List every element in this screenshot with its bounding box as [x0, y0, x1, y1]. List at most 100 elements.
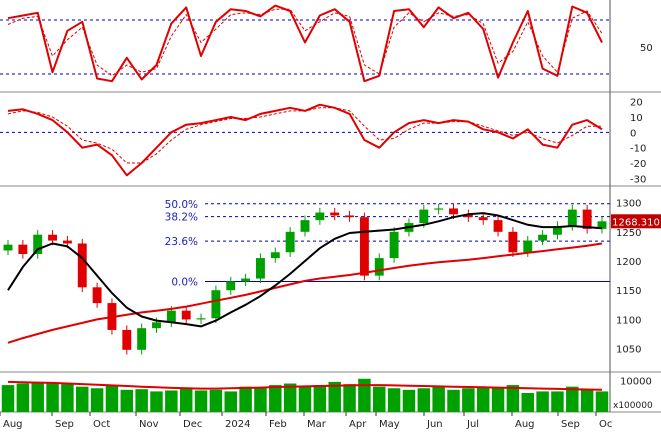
candle-body	[419, 209, 429, 224]
candle-body	[48, 234, 58, 241]
price-y-tick: 1300	[616, 199, 641, 210]
price-y-tick: 1200	[616, 257, 641, 268]
volume-bar	[373, 386, 386, 412]
candle-body	[597, 221, 607, 229]
x-axis-month-label: Oct	[93, 419, 110, 430]
volume-bar	[432, 386, 445, 412]
candle-body	[300, 220, 310, 232]
x-axis-month-label: Feb	[269, 419, 287, 430]
candle-body	[33, 234, 43, 255]
volume-bar	[358, 378, 371, 412]
volume-bar	[61, 384, 74, 412]
macd-y-tick: 20	[630, 98, 643, 109]
volume-bar	[536, 391, 549, 412]
volume-bar	[46, 383, 59, 412]
volume-bar	[224, 391, 237, 412]
x-axis-month-label: Jun	[426, 419, 443, 430]
price-y-tick: 1250	[616, 228, 641, 239]
candle-body	[196, 318, 206, 320]
candle-body	[330, 212, 340, 216]
candle-body	[181, 310, 191, 320]
candle-body	[137, 328, 147, 350]
candle-body	[567, 209, 577, 226]
volume-bar	[476, 386, 490, 412]
volume-bar	[150, 391, 163, 412]
volume-bar	[551, 391, 564, 412]
fib-level-label: 50.0%	[165, 199, 198, 211]
x-axis-month-label: Oc	[599, 419, 612, 430]
candle-body	[226, 281, 236, 291]
volume-bar	[283, 383, 297, 412]
volume-bar	[387, 388, 401, 412]
macd-y-tick: -10	[630, 144, 646, 155]
volume-bar	[343, 384, 356, 412]
price-y-tick: 1050	[616, 345, 641, 356]
volume-bar	[105, 385, 119, 412]
x-axis-month-label: Aug	[3, 419, 23, 430]
volume-bar	[566, 386, 579, 412]
candle-body	[285, 231, 295, 253]
volume-bar	[298, 386, 312, 412]
macd-y-tick: -20	[630, 159, 646, 170]
x-axis-month-label: Mar	[307, 419, 327, 430]
candle-body	[493, 220, 503, 232]
candle-body	[582, 209, 592, 229]
last-price-label: 1268.310	[612, 217, 660, 228]
volume-unit-label: x100000	[613, 401, 653, 411]
volume-bar	[595, 391, 609, 412]
candle-body	[122, 329, 132, 350]
volume-y-tick: 10000	[620, 376, 652, 387]
macd-y-tick: 10	[630, 113, 643, 124]
volume-bar	[165, 390, 178, 412]
candle-body	[508, 231, 518, 253]
volume-bar	[521, 393, 534, 412]
volume-bar	[402, 389, 416, 412]
volume-bar	[328, 381, 341, 412]
fib-level-label: 0.0%	[171, 276, 198, 288]
candle-body	[552, 225, 562, 235]
candle-body	[77, 243, 87, 288]
candle-body	[211, 290, 221, 319]
x-axis-month-label: Nov	[139, 419, 159, 430]
macd-y-tick: 0	[630, 128, 636, 139]
x-axis-month-label: Aug	[515, 419, 535, 430]
candle-body	[152, 322, 161, 329]
volume-bar	[76, 386, 89, 412]
x-axis-month-label: 2024	[225, 419, 250, 430]
x-axis-month-label: Sep	[561, 419, 580, 430]
candle-body	[270, 252, 280, 259]
stochastic-signal-line	[7, 8, 603, 77]
volume-bar	[580, 389, 594, 412]
candle-body	[434, 208, 444, 210]
candle-body	[538, 234, 548, 241]
candle-body	[166, 310, 176, 323]
macd-line	[7, 103, 603, 177]
volume-bar	[16, 383, 30, 412]
candle-body	[255, 258, 265, 279]
volume-bar	[313, 385, 327, 412]
candle-body	[3, 244, 13, 251]
volume-bar	[120, 389, 134, 412]
x-axis-month-label: Dec	[183, 419, 202, 430]
short-moving-average-line	[7, 212, 603, 328]
candle-body	[523, 240, 533, 253]
volume-bar	[506, 385, 520, 412]
candle-body	[478, 217, 488, 221]
volume-bar	[254, 388, 267, 412]
candle-body	[315, 212, 325, 221]
candle-body	[389, 231, 399, 259]
x-axis-month-label: Sep	[55, 419, 74, 430]
stochastic-k-line	[7, 4, 603, 83]
price-y-tick: 1150	[616, 286, 641, 297]
volume-bar	[179, 388, 193, 412]
volume-bar	[491, 388, 505, 412]
x-axis-month-label: Jul	[466, 419, 479, 430]
candle-body	[463, 214, 473, 218]
candle-body	[18, 244, 28, 255]
volume-bar	[90, 388, 104, 412]
volume-bar	[135, 389, 148, 412]
price-y-tick: 1100	[616, 315, 641, 326]
candle-body	[374, 258, 384, 276]
fib-level-label: 23.6%	[165, 236, 198, 248]
